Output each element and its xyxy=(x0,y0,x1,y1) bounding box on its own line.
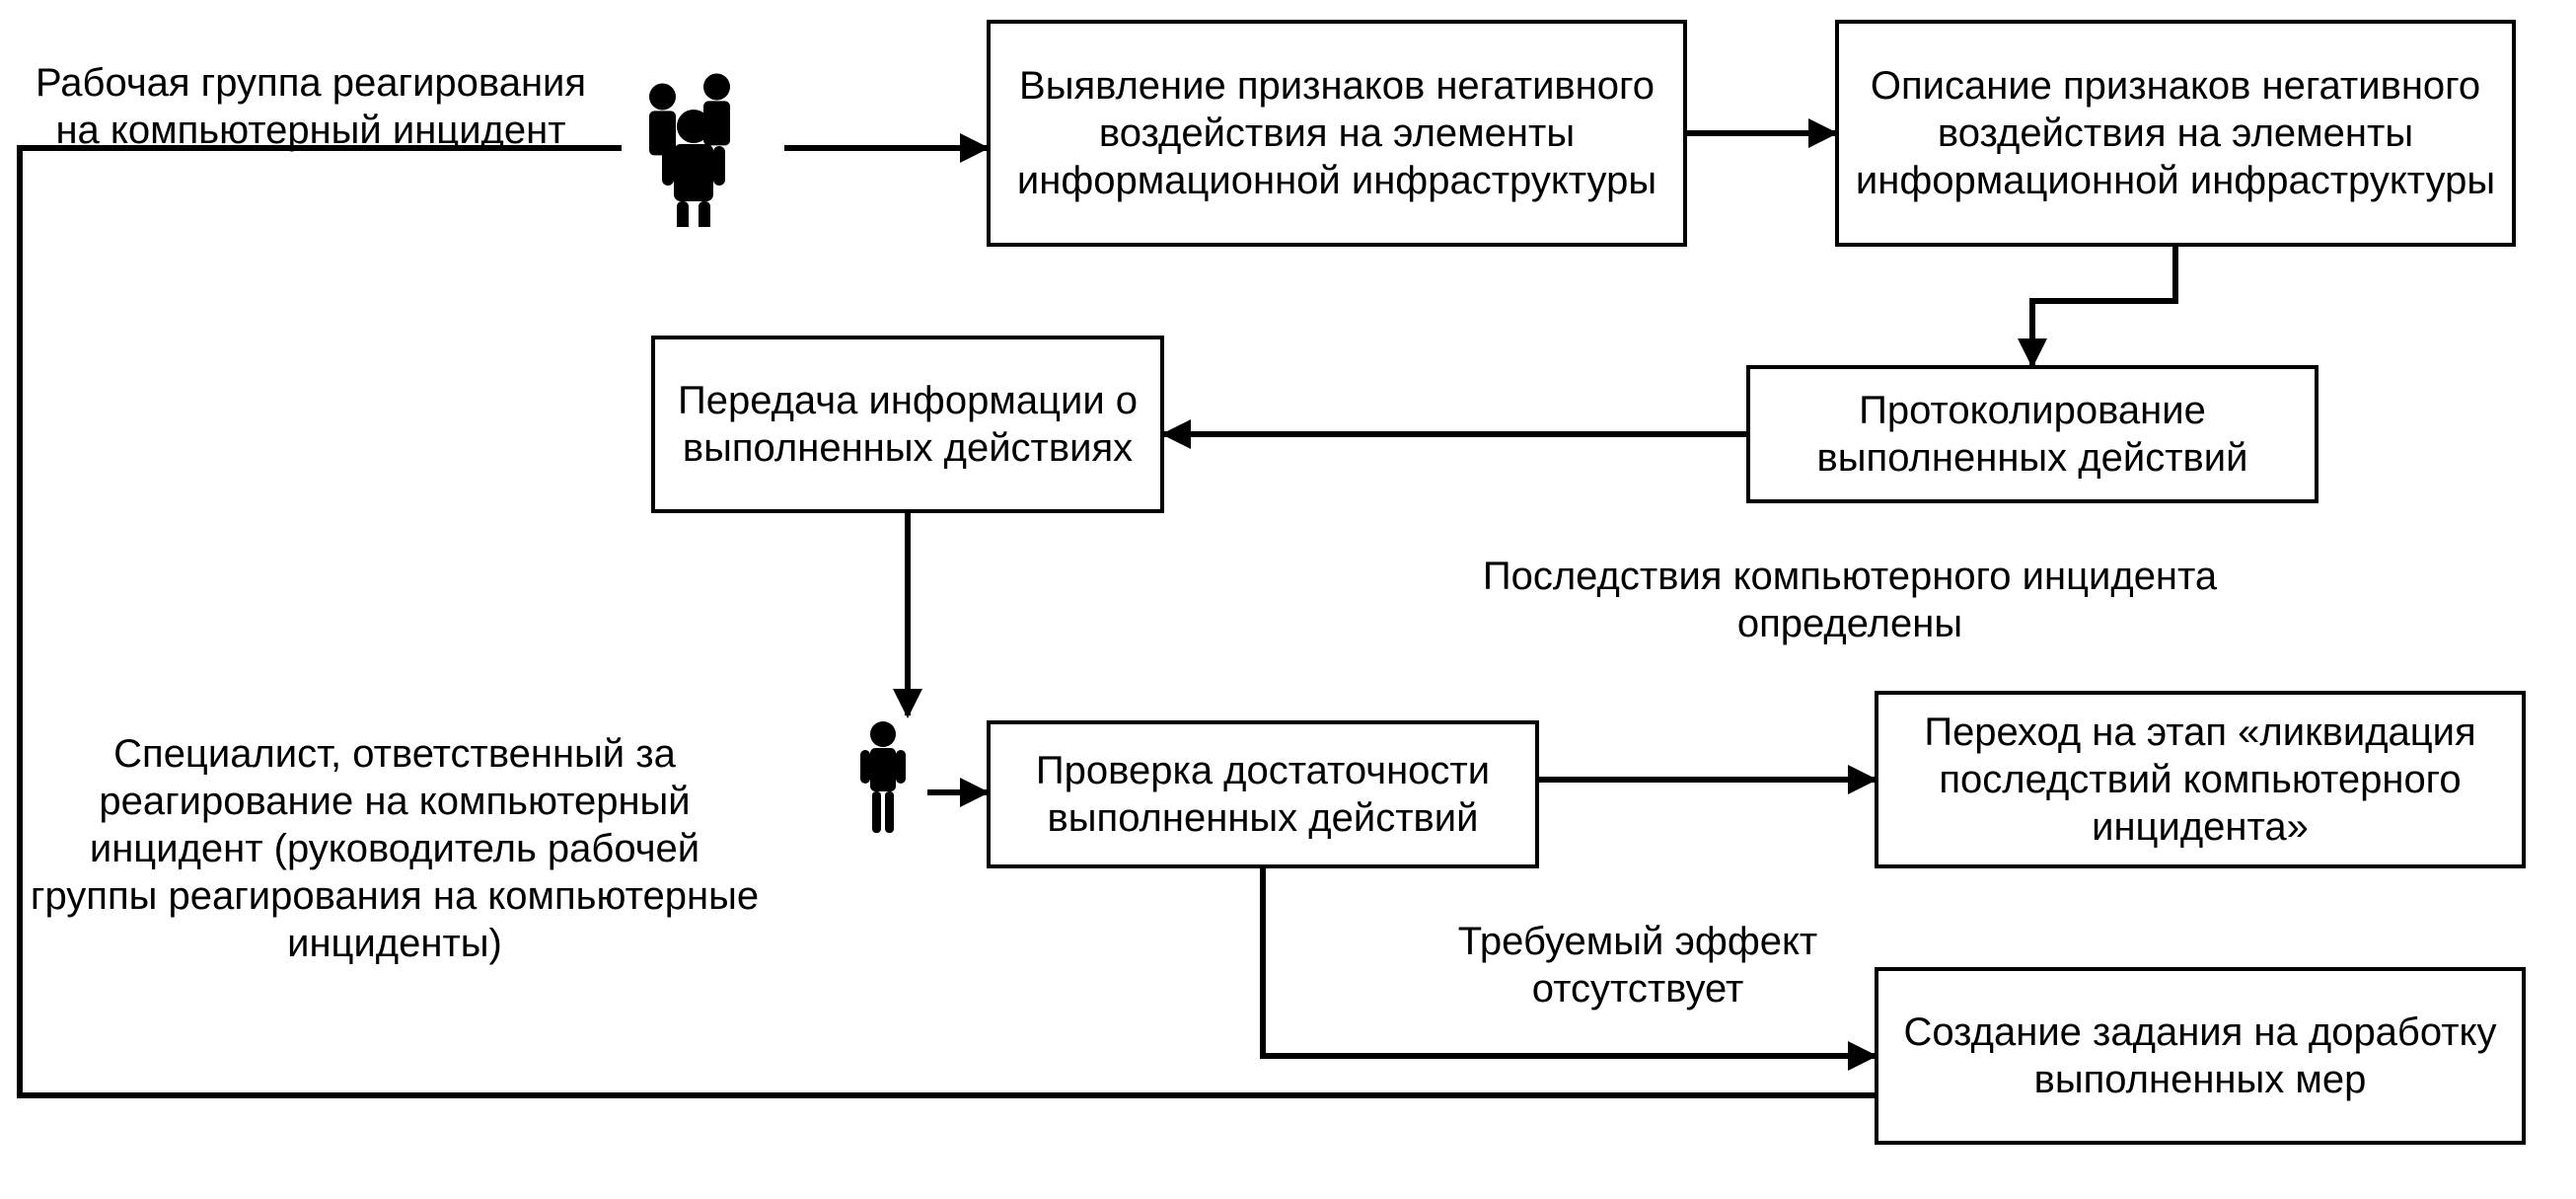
edge-label: Последствия компьютерного инцидента опре… xyxy=(1470,553,2230,661)
flow-node-text: Протоколирование выполненных действий xyxy=(1762,387,2303,482)
flow-node: Протоколирование выполненных действий xyxy=(1746,365,2318,503)
flow-node-text: Выявление признаков негативного воздейст… xyxy=(1002,62,1671,204)
actor-label: Рабочая группа реагирования на компьютер… xyxy=(10,59,612,237)
flow-node-text: Создание задания на доработку выполненны… xyxy=(1890,1009,2510,1103)
flow-node-text: Переход на этап «ликвидация последствий … xyxy=(1890,709,2510,851)
flow-node: Описание признаков негативного воздейств… xyxy=(1835,20,2516,247)
actor-label: Специалист, ответственный за реагировани… xyxy=(30,730,760,1056)
flowchart-canvas: Выявление признаков негативного воздейст… xyxy=(0,0,2576,1199)
flow-edge xyxy=(2032,247,2175,365)
flow-node: Проверка достаточности выполненных дейст… xyxy=(987,720,1539,868)
flow-node: Создание задания на доработку выполненны… xyxy=(1875,967,2526,1145)
people-group-icon xyxy=(631,69,789,232)
flow-node: Передача информации о выполненных действ… xyxy=(651,336,1164,513)
person-icon xyxy=(858,720,908,844)
flow-node-text: Передача информации о выполненных действ… xyxy=(667,377,1148,472)
flow-node: Выявление признаков негативного воздейст… xyxy=(987,20,1687,247)
edge-label: Требуемый эффект отсутствует xyxy=(1411,918,1865,1026)
flow-node-text: Проверка достаточности выполненных дейст… xyxy=(1002,747,1523,842)
flow-node: Переход на этап «ликвидация последствий … xyxy=(1875,691,2526,868)
flow-node-text: Описание признаков негативного воздейств… xyxy=(1851,62,2500,204)
